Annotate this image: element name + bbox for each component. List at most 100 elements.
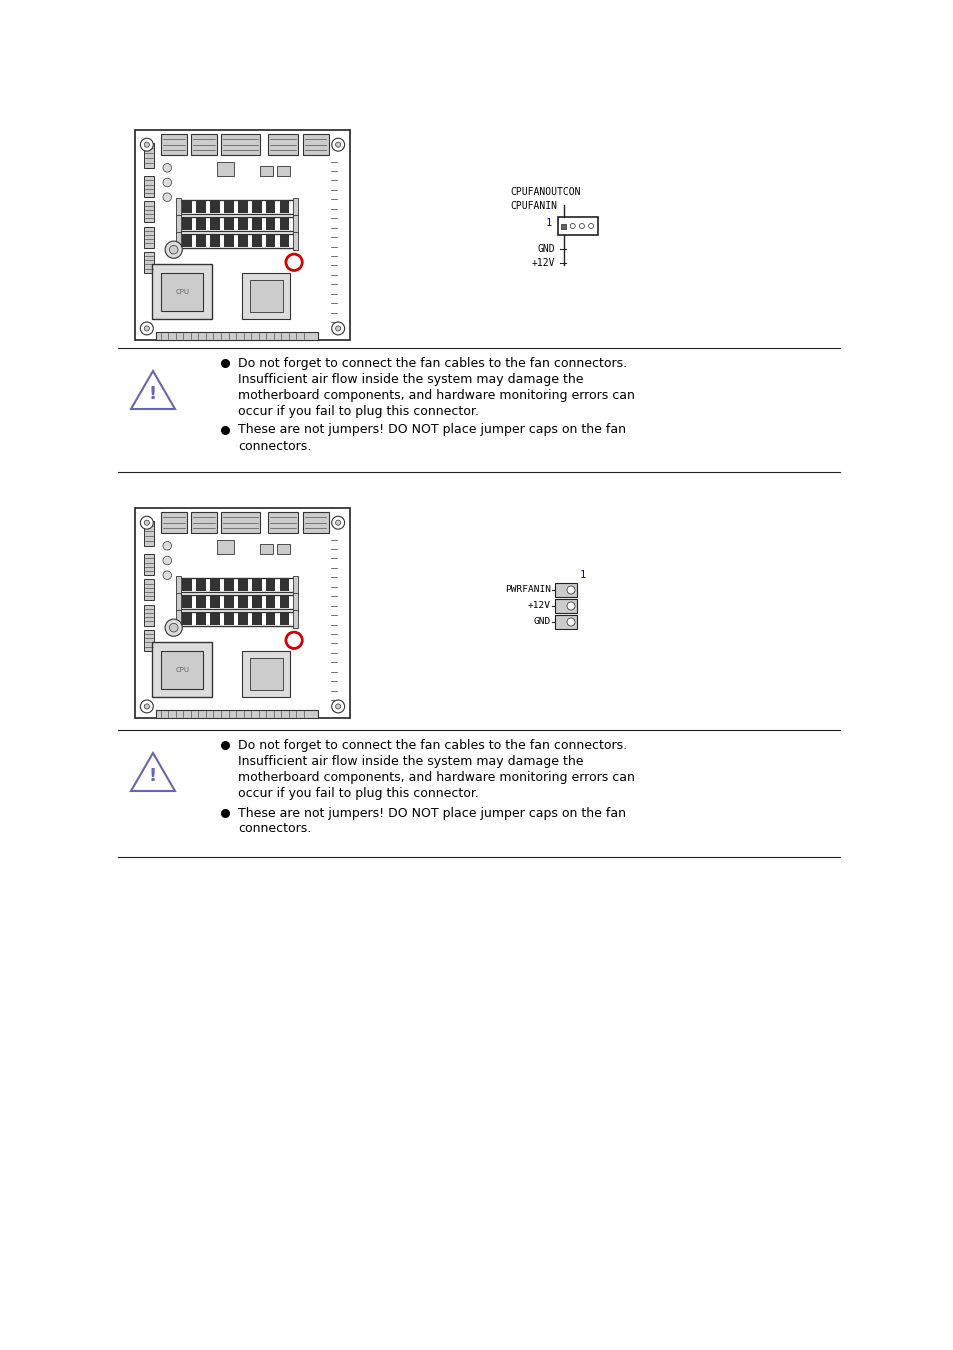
Bar: [178, 578, 296, 593]
Bar: [156, 710, 317, 718]
Bar: [268, 134, 298, 155]
Bar: [293, 576, 298, 594]
Bar: [161, 651, 203, 688]
Circle shape: [335, 520, 340, 525]
Text: +12V: +12V: [527, 602, 551, 610]
Bar: [558, 217, 598, 235]
Bar: [175, 593, 181, 612]
Circle shape: [335, 703, 340, 709]
Bar: [161, 273, 203, 311]
Bar: [216, 162, 233, 177]
Bar: [252, 579, 261, 591]
Text: GND: GND: [533, 617, 551, 626]
Text: +12V: +12V: [531, 258, 555, 269]
Bar: [152, 265, 213, 319]
Bar: [178, 595, 296, 609]
Bar: [144, 630, 154, 651]
Bar: [259, 544, 273, 555]
Bar: [144, 201, 154, 223]
Bar: [178, 217, 296, 231]
Text: CPUFANIN: CPUFANIN: [510, 201, 557, 211]
Bar: [252, 597, 261, 608]
Polygon shape: [131, 753, 174, 791]
Text: PWRFANIN: PWRFANIN: [504, 586, 551, 594]
Text: 1: 1: [579, 570, 586, 580]
Circle shape: [140, 138, 153, 151]
Circle shape: [332, 516, 344, 529]
Text: motherboard components, and hardware monitoring errors can: motherboard components, and hardware mon…: [237, 389, 634, 401]
Text: motherboard components, and hardware monitoring errors can: motherboard components, and hardware mon…: [237, 771, 634, 783]
Bar: [152, 643, 213, 697]
Text: !: !: [149, 767, 157, 784]
Bar: [144, 555, 154, 575]
Bar: [144, 143, 154, 167]
Bar: [293, 232, 298, 250]
Circle shape: [578, 224, 584, 228]
Bar: [279, 613, 289, 625]
Bar: [178, 200, 296, 215]
Text: CPUFANOUTCON: CPUFANOUTCON: [510, 188, 579, 197]
Bar: [224, 597, 233, 608]
Text: Do not forget to connect the fan cables to the fan connectors.: Do not forget to connect the fan cables …: [237, 738, 626, 752]
Circle shape: [165, 242, 182, 258]
Bar: [302, 134, 328, 155]
Circle shape: [570, 224, 575, 228]
Circle shape: [144, 520, 150, 525]
Bar: [178, 612, 296, 625]
Bar: [265, 597, 275, 608]
Bar: [302, 512, 328, 533]
Polygon shape: [131, 371, 174, 409]
Circle shape: [163, 541, 172, 549]
Bar: [196, 235, 206, 247]
Bar: [265, 201, 275, 213]
Bar: [293, 215, 298, 234]
Bar: [210, 235, 219, 247]
Bar: [224, 235, 233, 247]
Text: Insufficient air flow inside the system may damage the: Insufficient air flow inside the system …: [237, 755, 583, 768]
Bar: [191, 134, 216, 155]
Circle shape: [335, 325, 340, 331]
Bar: [175, 198, 181, 216]
Bar: [259, 166, 273, 177]
Circle shape: [140, 323, 153, 335]
Bar: [182, 219, 192, 230]
Text: connectors.: connectors.: [237, 822, 311, 836]
Bar: [237, 579, 248, 591]
Circle shape: [566, 602, 575, 610]
Bar: [210, 219, 219, 230]
Text: CPU: CPU: [175, 289, 189, 294]
Bar: [175, 610, 181, 628]
Bar: [279, 219, 289, 230]
Bar: [144, 579, 154, 601]
Text: Insufficient air flow inside the system may damage the: Insufficient air flow inside the system …: [237, 373, 583, 386]
Text: These are not jumpers! DO NOT place jumper caps on the fan: These are not jumpers! DO NOT place jump…: [237, 806, 625, 819]
Bar: [279, 235, 289, 247]
Bar: [196, 219, 206, 230]
Bar: [293, 198, 298, 216]
Bar: [224, 579, 233, 591]
Bar: [265, 235, 275, 247]
Circle shape: [165, 620, 182, 636]
Bar: [237, 219, 248, 230]
Bar: [560, 224, 565, 228]
Bar: [156, 332, 317, 340]
Bar: [268, 512, 298, 533]
Circle shape: [140, 701, 153, 713]
Bar: [555, 616, 577, 629]
Bar: [237, 235, 248, 247]
Bar: [221, 134, 259, 155]
Bar: [161, 512, 187, 533]
Bar: [279, 201, 289, 213]
Bar: [182, 579, 192, 591]
Circle shape: [566, 586, 575, 594]
Bar: [175, 215, 181, 234]
Text: Do not forget to connect the fan cables to the fan connectors.: Do not forget to connect the fan cables …: [237, 356, 626, 370]
Text: GND: GND: [537, 244, 555, 254]
Bar: [210, 597, 219, 608]
Bar: [265, 613, 275, 625]
Bar: [252, 219, 261, 230]
Bar: [210, 201, 219, 213]
Bar: [196, 613, 206, 625]
Bar: [178, 234, 296, 247]
Bar: [293, 610, 298, 628]
